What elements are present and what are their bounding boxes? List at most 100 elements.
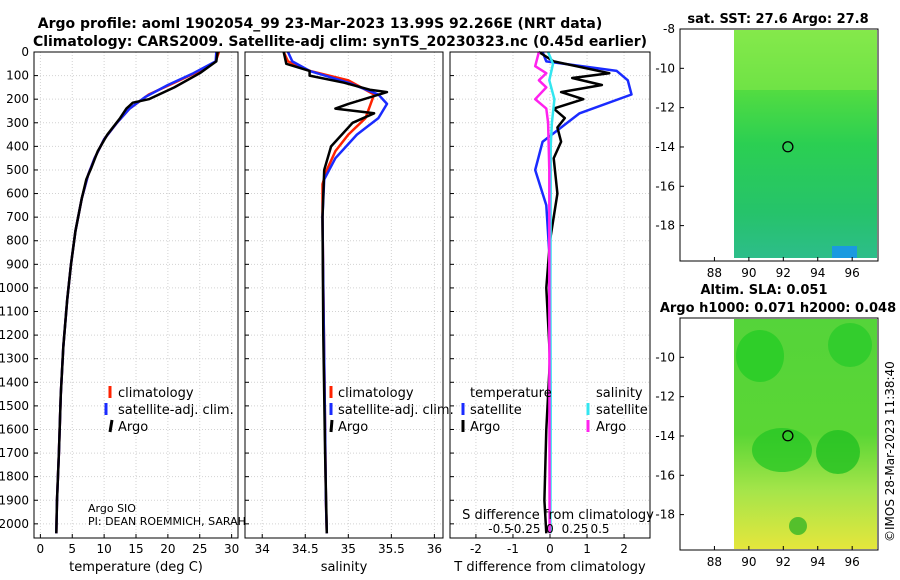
y-tick-label: 2000 <box>0 517 29 531</box>
map-y-tick-label: -18 <box>655 508 675 522</box>
y-tick-label: 1800 <box>0 470 29 484</box>
map-x-tick-label: 92 <box>776 555 791 569</box>
map-y-tick-label: -8 <box>663 22 675 36</box>
legend-title-salinity: salinity <box>596 386 643 401</box>
y-tick-label: 900 <box>6 257 29 271</box>
series-line-argo <box>282 51 389 534</box>
legend-label-salinity-argo: Argo <box>596 420 626 435</box>
x-tick-label: 25 <box>192 542 207 556</box>
y-tick-label: 1900 <box>0 493 29 507</box>
x-axis-label: salinity <box>321 560 368 575</box>
map-y-tick-label: -10 <box>655 350 675 364</box>
x-tick-label: -2 <box>470 542 482 556</box>
x-tick-label: 30 <box>224 542 239 556</box>
y-tick-label: 1500 <box>0 399 29 413</box>
x-tick-label: 34.5 <box>292 542 319 556</box>
legend-swatch-argo <box>329 419 334 433</box>
sla-map-panel: Altim. SLA: 0.051 Argo h1000: 0.071 h200… <box>655 283 896 569</box>
top-tick-label: 0 <box>546 522 554 536</box>
x-tick-label: 10 <box>96 542 111 556</box>
legend-label-satellite: satellite-adj. clim. <box>338 403 454 418</box>
temperature-legend: climatology satellite-adj. clim. Argo <box>104 386 234 435</box>
legend-label-salinity-satellite: satellite <box>596 403 648 418</box>
top-tick-label: 0.5 <box>590 522 609 536</box>
x-tick-label: 2 <box>620 542 628 556</box>
x-tick-label: 5 <box>68 542 76 556</box>
x-tick-label: 34 <box>255 542 270 556</box>
map-y-tick-label: -16 <box>655 179 675 193</box>
x-tick-label: 20 <box>160 542 175 556</box>
plot-area <box>245 52 443 538</box>
x-tick-label: 0 <box>37 542 45 556</box>
map-y-tick-label: -14 <box>655 429 675 443</box>
y-tick-label: 500 <box>6 163 29 177</box>
top-tick-label: -0.25 <box>509 522 540 536</box>
top-axis-label: S difference from climatology <box>462 508 654 523</box>
sst-map-title: sat. SST: 27.6 Argo: 27.8 <box>687 12 868 27</box>
salinity-panel: 34 34.5 35 35.5 36 salinity <box>244 51 444 575</box>
x-tick-label: 35.5 <box>378 542 405 556</box>
salinity-legend: climatology satellite-adj. clim. Argo <box>329 386 454 435</box>
legend-title-temperature: temperature <box>470 386 552 401</box>
y-tick-label: 100 <box>6 69 29 83</box>
temperature-panel: 0100200300400500600700800900100011001200… <box>0 45 239 575</box>
map-y-tick-label: -10 <box>655 61 675 75</box>
legend-label-climatology: climatology <box>338 386 414 401</box>
legend-label-climatology: climatology <box>118 386 194 401</box>
map-x-tick-label: 92 <box>776 266 791 280</box>
sla-green-blob-5 <box>789 517 807 535</box>
x-tick-label: 0 <box>546 542 554 556</box>
map-y-tick-label: -18 <box>655 219 675 233</box>
map-x-tick-label: 96 <box>845 266 860 280</box>
map-x-tick-label: 94 <box>810 266 825 280</box>
y-tick-label: 1000 <box>0 281 29 295</box>
x-axis-label: T difference from climatology <box>453 560 646 575</box>
plot-frame <box>244 51 444 539</box>
map-x-tick-label: 90 <box>741 266 756 280</box>
x-tick-label: 36 <box>427 542 442 556</box>
series-line-argo <box>55 51 219 534</box>
map-y-tick-label: -12 <box>655 390 675 404</box>
sst-field-warm-patch <box>734 30 877 90</box>
map-x-tick-label: 88 <box>707 555 722 569</box>
top-tick-label: -0.5 <box>488 522 511 536</box>
map-y-tick-label: -16 <box>655 468 675 482</box>
x-tick-label: 15 <box>128 542 143 556</box>
y-tick-label: 300 <box>6 116 29 130</box>
sla-green-blob-2 <box>828 323 872 367</box>
y-tick-label: 1100 <box>0 305 29 319</box>
y-tick-label: 1300 <box>0 352 29 366</box>
map-y-tick-label: -14 <box>655 140 675 154</box>
map-x-tick-label: 88 <box>707 266 722 280</box>
difference-panel: -2 -1 0 1 2 T difference from climatology S di… <box>449 50 654 575</box>
x-tick-label: 35 <box>341 542 356 556</box>
y-tick-label: 400 <box>6 139 29 153</box>
legend-swatch-argo <box>108 419 114 433</box>
x-axis-label: temperature (deg C) <box>69 560 203 575</box>
sla-green-blob-3 <box>752 428 812 472</box>
title-line-2: Climatology: CARS2009. Satellite-adj cli… <box>33 34 647 50</box>
sla-map-title-2: Argo h1000: 0.071 h2000: 0.048 <box>660 301 896 316</box>
map-y-tick-label: -12 <box>655 101 675 115</box>
series-line-salinity-argo <box>533 51 551 534</box>
sst-argo-marker <box>782 141 794 153</box>
sst-map-panel: sat. SST: 27.6 Argo: 27.8 88 90 92 94 96 -8 -1… <box>655 12 879 280</box>
sla-map-title-1: Altim. SLA: 0.051 <box>701 283 828 298</box>
sst-map-axes: 88 90 92 94 96 -8 -10 -12 -14 -16 -18 <box>655 22 859 280</box>
legend-label-argo: Argo <box>118 420 148 435</box>
y-tick-label: 0 <box>21 45 29 59</box>
plot-frame <box>449 51 651 539</box>
y-tick-label: 1600 <box>0 422 29 436</box>
argo-owner: Argo SIO <box>88 502 136 515</box>
y-tick-label: 1200 <box>0 328 29 342</box>
x-tick-label: -1 <box>507 542 519 556</box>
sla-map-axes: 88 90 92 94 96 -10 -12 -14 -16 -18 <box>655 350 859 569</box>
argo-pi: PI: DEAN ROEMMICH, SARAH <box>88 515 246 528</box>
legend-label-temperature-satellite: satellite <box>470 403 522 418</box>
map-x-tick-label: 90 <box>741 555 756 569</box>
y-tick-label: 700 <box>6 210 29 224</box>
title-line-1: Argo profile: aoml 1902054_99 23-Mar-202… <box>38 16 602 32</box>
y-tick-label: 600 <box>6 187 29 201</box>
sla-green-blob-4 <box>816 430 860 474</box>
